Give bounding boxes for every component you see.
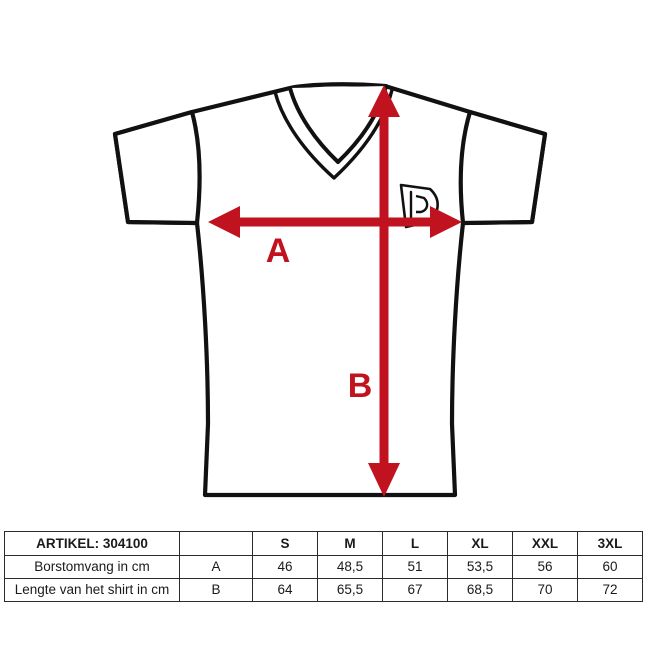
length-measure-label: B — [348, 367, 373, 405]
length-value-s: 64 — [252, 578, 318, 602]
measure-label-chest: Borstomvang in cm — [4, 555, 180, 579]
size-header-3xl: 3XL — [577, 531, 643, 556]
width-arrow-head-right — [430, 206, 462, 238]
t-shirt-svg: A B — [112, 82, 548, 498]
shirt-outline-group — [112, 82, 548, 498]
table-row: Lengte van het shirt in cm B 64 65,5 67 … — [4, 578, 643, 602]
key-header-cell — [179, 531, 253, 556]
length-value-xl: 68,5 — [447, 578, 513, 602]
length-value-3xl: 72 — [577, 578, 643, 602]
length-value-xxl: 70 — [512, 578, 578, 602]
size-table-container: ARTIKEL: 304100 S M L XL XXL 3XL Borstom… — [4, 531, 643, 602]
width-measure-label: A — [266, 232, 291, 270]
measure-key-length: B — [179, 578, 253, 602]
chest-logo-icon — [399, 183, 439, 229]
length-arrow — [368, 85, 400, 497]
chest-value-m: 48,5 — [317, 555, 383, 579]
width-arrow — [208, 206, 462, 238]
chest-value-xxl: 56 — [512, 555, 578, 579]
length-value-l: 67 — [382, 578, 448, 602]
size-header-l: L — [382, 531, 448, 556]
measure-key-chest: A — [179, 555, 253, 579]
size-header-xl: XL — [447, 531, 513, 556]
t-shirt-illustration: A B — [112, 82, 548, 498]
size-table: ARTIKEL: 304100 S M L XL XXL 3XL Borstom… — [4, 531, 643, 602]
chest-value-l: 51 — [382, 555, 448, 579]
measurement-arrows-group: A B — [208, 85, 462, 497]
table-header-row: ARTIKEL: 304100 S M L XL XXL 3XL — [4, 531, 643, 556]
left-sleeve-path — [112, 109, 202, 226]
chest-value-xl: 53,5 — [447, 555, 513, 579]
length-arrow-head-top — [368, 85, 400, 117]
size-header-xxl: XXL — [512, 531, 578, 556]
length-arrow-head-bottom — [368, 463, 400, 497]
right-sleeve-path — [458, 109, 548, 226]
length-value-m: 65,5 — [317, 578, 383, 602]
measure-label-length: Lengte van het shirt in cm — [4, 578, 180, 602]
table-row: Borstomvang in cm A 46 48,5 51 53,5 56 6… — [4, 555, 643, 579]
shirt-body-path — [112, 82, 548, 498]
size-header-s: S — [252, 531, 318, 556]
width-arrow-head-left — [208, 206, 240, 238]
article-number-cell: ARTIKEL: 304100 — [4, 531, 180, 556]
chest-value-3xl: 60 — [577, 555, 643, 579]
chest-value-s: 46 — [252, 555, 318, 579]
size-header-m: M — [317, 531, 383, 556]
